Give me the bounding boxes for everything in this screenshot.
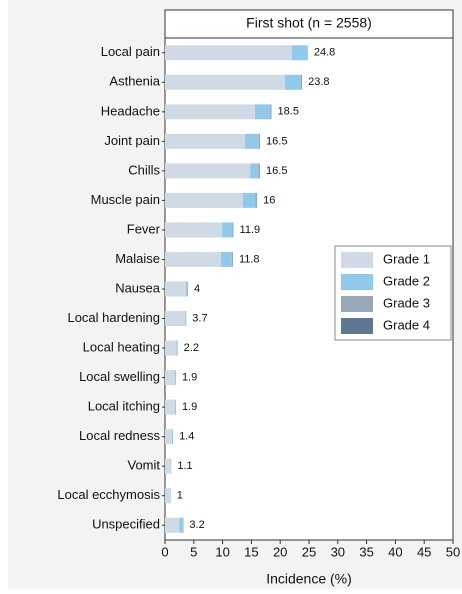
legend-label: Grade 3 (383, 295, 430, 310)
x-tick-label: 50 (446, 544, 460, 559)
bar-segment (300, 74, 303, 90)
bar-segment (165, 429, 172, 445)
chart-title: First shot (n = 2558) (246, 15, 372, 31)
x-tick-label: 10 (215, 544, 229, 559)
y-tick-label: Local redness (79, 428, 160, 443)
y-tick-label: Joint pain (104, 133, 160, 148)
x-tick-label: 45 (417, 544, 431, 559)
bar-segment (170, 488, 171, 504)
total-label: 11.8 (239, 253, 260, 265)
y-tick-label: Vomit (127, 458, 160, 473)
bar-segment (232, 222, 234, 238)
bar-segment (165, 45, 292, 61)
bar-segment (270, 104, 272, 120)
x-tick-label: 25 (302, 544, 316, 559)
bar-segment (165, 163, 251, 179)
bar-segment (185, 311, 187, 327)
legend-swatch (341, 318, 373, 334)
legend-swatch (341, 274, 373, 290)
bar-segment (165, 222, 223, 238)
bar-segment (165, 104, 255, 120)
bar-segment (165, 192, 243, 208)
y-tick-label: Malaise (115, 251, 160, 266)
bar-segment (254, 104, 271, 120)
bar-segment (245, 133, 259, 149)
bar-segment (165, 399, 175, 415)
total-label: 11.9 (240, 224, 261, 236)
total-label: 1.9 (182, 371, 197, 383)
x-tick-label: 5 (190, 544, 197, 559)
bar-segment (176, 340, 178, 356)
bar-segment (165, 488, 171, 504)
bar-segment (185, 281, 189, 297)
y-tick-label: Local heating (83, 339, 160, 354)
y-tick-label: Local pain (101, 44, 160, 59)
bar-segment (174, 399, 176, 415)
total-label: 16 (263, 194, 275, 206)
x-tick-label: 40 (388, 544, 402, 559)
bar-segment (255, 192, 258, 208)
y-tick-label: Muscle pain (91, 192, 160, 207)
x-tick-label: 15 (244, 544, 258, 559)
total-label: 4 (194, 283, 200, 295)
y-tick-label: Local swelling (79, 369, 160, 384)
bar-segment (165, 251, 221, 267)
title-box (164, 9, 454, 39)
bar-segment (182, 517, 184, 533)
legend-swatch (341, 252, 373, 268)
y-tick-label: Asthenia (109, 74, 160, 89)
bar-segment (165, 74, 285, 90)
total-label: 24.8 (314, 47, 335, 59)
bar-segment (222, 222, 233, 238)
y-tick-label: Local itching (88, 399, 160, 414)
bar-segment (165, 458, 171, 474)
bar-segment (165, 517, 180, 533)
bar-segment (231, 251, 233, 267)
bar-segment (258, 163, 261, 179)
bar-segment (284, 74, 301, 90)
total-label: 3.7 (192, 312, 207, 324)
y-tick-label: Nausea (115, 280, 161, 295)
total-label: 1.4 (179, 431, 194, 443)
legend-label: Grade 1 (383, 251, 430, 266)
total-label: 3.2 (189, 519, 204, 531)
total-label: 1.1 (177, 460, 192, 472)
bar-segment (250, 163, 259, 179)
total-label: 2.2 (184, 342, 199, 354)
legend-label: Grade 2 (383, 273, 430, 288)
bar-segment (165, 370, 175, 386)
total-label: 1 (177, 490, 183, 502)
x-tick-label: 35 (359, 544, 373, 559)
bar-segment (220, 251, 232, 267)
x-tick-label: 20 (273, 544, 287, 559)
bar-segment (165, 311, 186, 327)
total-label: 18.5 (278, 106, 299, 118)
legend-label: Grade 4 (383, 317, 430, 332)
bar-segment (165, 281, 186, 297)
bar-segment (165, 133, 246, 149)
bar-segment (170, 458, 172, 474)
bar-segment (171, 429, 174, 445)
y-tick-label: Local hardening (67, 310, 160, 325)
bar-segment (258, 133, 261, 149)
bar-segment (179, 517, 183, 533)
total-label: 16.5 (266, 135, 287, 147)
bar-segment (291, 45, 308, 61)
total-label: 16.5 (266, 165, 287, 177)
y-tick-label: Chills (128, 162, 160, 177)
total-label: 1.9 (182, 401, 197, 413)
bar-segment (174, 370, 176, 386)
bar-segment (165, 340, 177, 356)
legend-swatch (341, 296, 373, 312)
y-tick-label: Fever (127, 221, 161, 236)
bar-segment (242, 192, 256, 208)
x-axis-label: Incidence (%) (266, 571, 352, 587)
x-tick-label: 30 (331, 544, 345, 559)
x-tick-label: 0 (161, 544, 168, 559)
y-tick-label: Unspecified (92, 517, 160, 532)
y-tick-label: Headache (101, 103, 160, 118)
total-label: 23.8 (308, 76, 329, 88)
y-tick-label: Local ecchymosis (57, 487, 160, 502)
